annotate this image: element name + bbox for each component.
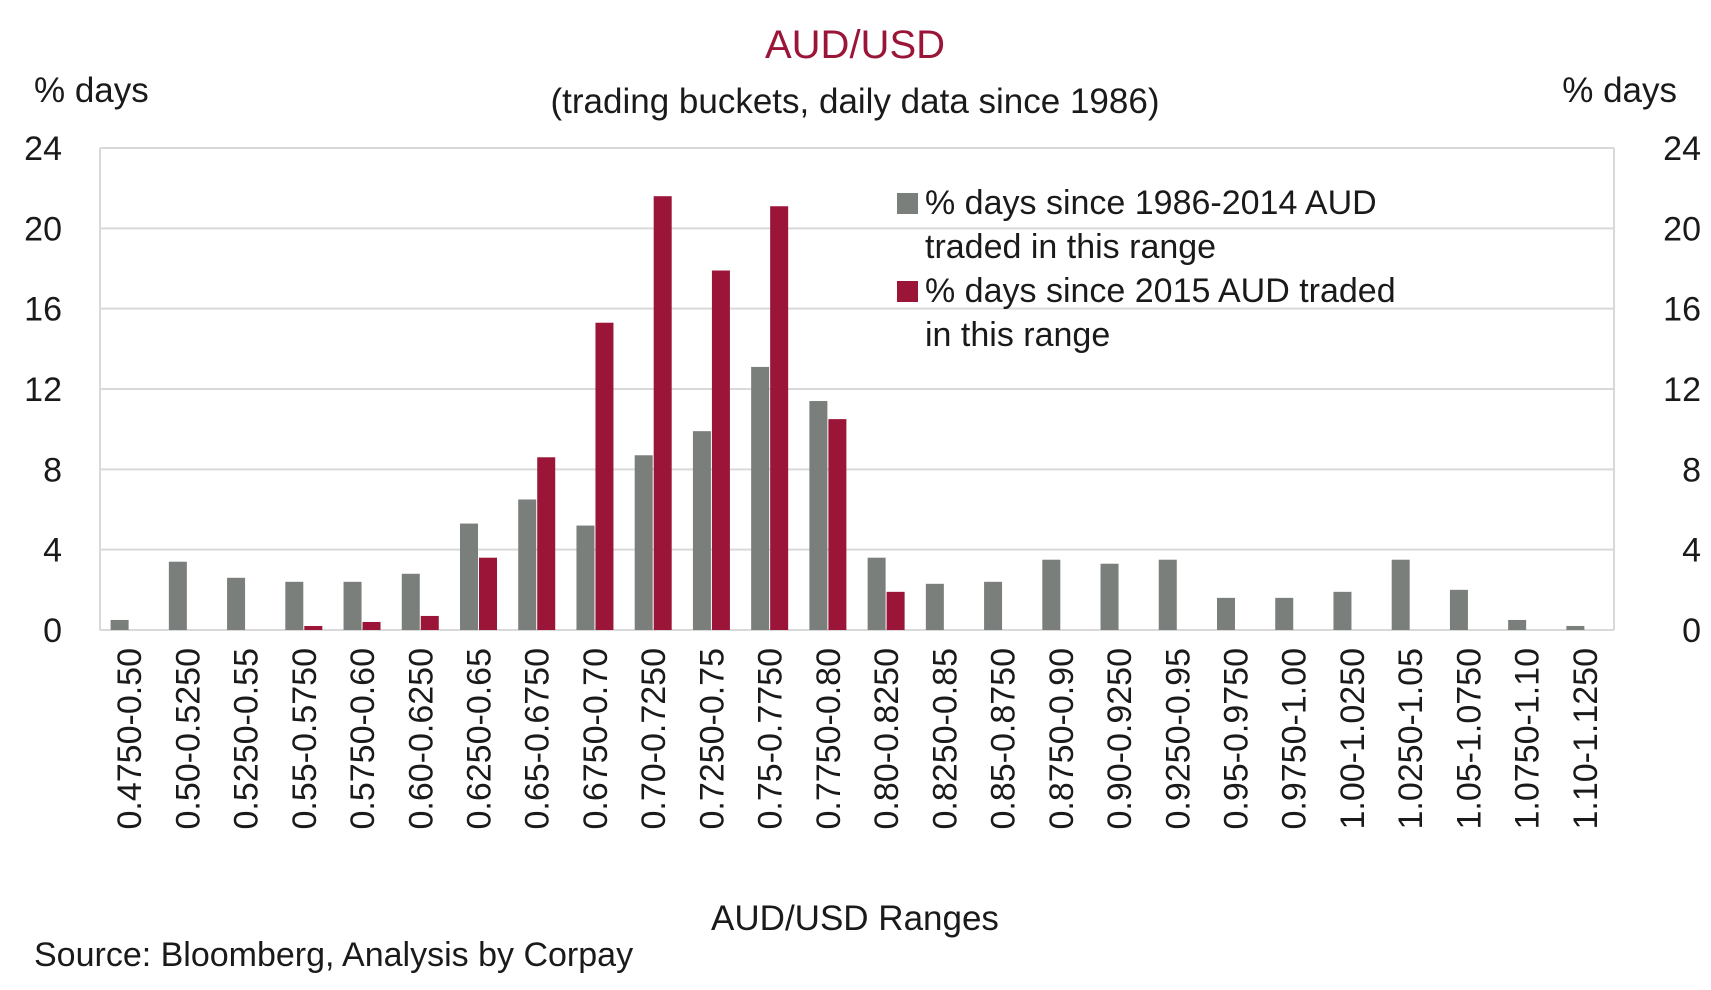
bar-series-2-0.7750-0.80: [828, 419, 847, 630]
x-tick-label-1.10-1.1250: 1.10-1.1250: [1567, 648, 1605, 830]
y-tick-right-16: 16: [1663, 291, 1701, 329]
bar-series-1-0.5250-0.55: [227, 577, 246, 630]
bars: [110, 196, 1585, 630]
bar-series-1-0.6250-0.65: [460, 523, 478, 630]
bar-series-1-0.80-0.8250: [867, 557, 886, 630]
y-tick-right-0: 0: [1682, 612, 1701, 650]
bar-series-2-0.80-0.8250: [886, 591, 905, 630]
bar-series-1-0.85-0.8750: [984, 581, 1003, 630]
bar-series-1-1.0750-1.10: [1508, 619, 1527, 630]
legend-label-series-1-line-2: traded in this range: [925, 228, 1216, 266]
x-tick-label-0.6750-0.70: 0.6750-0.70: [577, 648, 615, 830]
x-tick-label-0.95-0.9750: 0.95-0.9750: [1218, 648, 1256, 830]
x-tick-label-0.50-0.5250: 0.50-0.5250: [169, 648, 207, 830]
bar-series-1-0.8250-0.85: [925, 583, 944, 630]
bar-series-2-0.70-0.7250: [653, 196, 672, 630]
x-axis-label: AUD/USD Ranges: [711, 899, 999, 938]
chart-subtitle: (trading buckets, daily data since 1986): [551, 82, 1160, 121]
bar-series-1-0.5750-0.60: [343, 581, 362, 630]
bar-series-1-0.95-0.9750: [1217, 597, 1235, 630]
y-tick-left-16: 16: [24, 291, 62, 329]
bar-series-1-0.90-0.9250: [1100, 563, 1119, 630]
x-tick-label-0.6250-0.65: 0.6250-0.65: [461, 648, 499, 830]
legend-label-series-1-line-1: % days since 1986-2014 AUD: [925, 184, 1377, 222]
gridlines: [99, 147, 1615, 631]
legend-label-series-2-line-2: in this range: [925, 316, 1110, 354]
bar-series-2-0.55-0.5750: [304, 625, 323, 630]
bar-series-2-0.60-0.6250: [420, 615, 439, 630]
bar-series-2-0.6750-0.70: [595, 322, 614, 630]
bar-series-1-0.9750-1.00: [1275, 597, 1294, 630]
y-tick-right-12: 12: [1663, 371, 1701, 409]
bar-series-1-0.65-0.6750: [518, 499, 537, 630]
bar-series-1-1.0250-1.05: [1391, 559, 1410, 630]
bar-series-2-0.75-0.7750: [770, 206, 789, 630]
y-axis-label-left: % days: [34, 71, 149, 110]
bar-series-1-0.9250-0.95: [1158, 559, 1177, 630]
y-tick-left-4: 4: [43, 532, 62, 570]
bar-series-2-0.65-0.6750: [537, 457, 556, 630]
bar-series-1-0.6750-0.70: [576, 525, 595, 630]
bar-series-2-0.7250-0.75: [711, 270, 730, 630]
x-tick-label-0.7250-0.75: 0.7250-0.75: [693, 648, 731, 830]
bar-series-1-0.60-0.6250: [401, 573, 420, 630]
legend: % days since 1986-2014 AUD traded in thi…: [897, 184, 1396, 354]
bar-series-1-0.7750-0.80: [809, 401, 828, 630]
y-tick-right-8: 8: [1682, 451, 1701, 489]
x-tick-label-0.8750-0.90: 0.8750-0.90: [1043, 648, 1081, 830]
x-tick-label-1.00-1.0250: 1.00-1.0250: [1334, 648, 1372, 830]
y-tick-right-20: 20: [1663, 210, 1701, 248]
y-tick-left-0: 0: [43, 612, 62, 650]
x-tick-label-1.0250-1.05: 1.0250-1.05: [1392, 648, 1430, 830]
x-tick-label-0.55-0.5750: 0.55-0.5750: [286, 648, 324, 830]
bar-series-1-0.4750-0.50: [110, 619, 129, 630]
y-tick-left-12: 12: [24, 371, 62, 409]
x-tick-label-0.9750-1.00: 0.9750-1.00: [1276, 648, 1314, 830]
x-tick-label-0.9250-0.95: 0.9250-0.95: [1159, 648, 1197, 830]
chart-title: AUD/USD: [765, 23, 945, 67]
bar-series-1-0.75-0.7750: [751, 366, 770, 630]
y-axis-right: 0 4 8 12 16 20 24: [1663, 130, 1701, 650]
y-axis-label-right: % days: [1562, 71, 1677, 110]
legend-label-series-2-line-1: % days since 2015 AUD traded: [925, 272, 1396, 310]
bar-series-1-0.50-0.5250: [168, 561, 187, 630]
x-tick-label-0.5750-0.60: 0.5750-0.60: [344, 648, 382, 830]
x-tick-label-0.65-0.6750: 0.65-0.6750: [519, 648, 557, 830]
x-tick-label-0.60-0.6250: 0.60-0.6250: [402, 648, 440, 830]
bar-series-2-0.5750-0.60: [362, 621, 381, 630]
bar-series-1-0.8750-0.90: [1042, 559, 1061, 630]
x-tick-label-0.85-0.8750: 0.85-0.8750: [985, 648, 1023, 830]
y-tick-left-20: 20: [24, 210, 62, 248]
x-tick-label-0.5250-0.55: 0.5250-0.55: [228, 648, 266, 830]
bar-series-1-1.05-1.0750: [1449, 589, 1468, 630]
source-note: Source: Bloomberg, Analysis by Corpay: [34, 936, 633, 974]
bar-series-1-1.00-1.0250: [1333, 591, 1352, 630]
bar-series-2-0.6250-0.65: [479, 557, 497, 630]
x-tick-label-0.90-0.9250: 0.90-0.9250: [1101, 648, 1139, 830]
y-tick-right-4: 4: [1682, 532, 1701, 570]
y-tick-right-24: 24: [1663, 130, 1701, 168]
bar-series-1-0.55-0.5750: [285, 581, 304, 630]
x-tick-label-0.4750-0.50: 0.4750-0.50: [111, 648, 149, 830]
bar-series-1-1.10-1.1250: [1566, 625, 1585, 630]
bar-series-1-0.70-0.7250: [634, 455, 653, 630]
x-tick-label-0.80-0.8250: 0.80-0.8250: [868, 648, 906, 830]
y-tick-left-24: 24: [24, 130, 62, 168]
x-tick-label-1.0750-1.10: 1.0750-1.10: [1509, 648, 1547, 830]
legend-swatch-series-2: [897, 281, 918, 302]
y-axis-left: 0 4 8 12 16 20 24: [24, 130, 62, 650]
x-tick-label-0.7750-0.80: 0.7750-0.80: [810, 648, 848, 830]
bar-series-1-0.7250-0.75: [692, 431, 711, 630]
x-tick-label-0.8250-0.85: 0.8250-0.85: [926, 648, 964, 830]
y-tick-left-8: 8: [43, 451, 62, 489]
x-tick-label-0.70-0.7250: 0.70-0.7250: [635, 648, 673, 830]
legend-swatch-series-1: [897, 193, 918, 214]
x-tick-label-0.75-0.7750: 0.75-0.7750: [752, 648, 790, 830]
x-axis-tick-labels: 0.4750-0.50 0.50-0.5250 0.5250-0.55 0.55-0.…: [111, 648, 1605, 830]
x-tick-label-1.05-1.0750: 1.05-1.0750: [1450, 648, 1488, 830]
